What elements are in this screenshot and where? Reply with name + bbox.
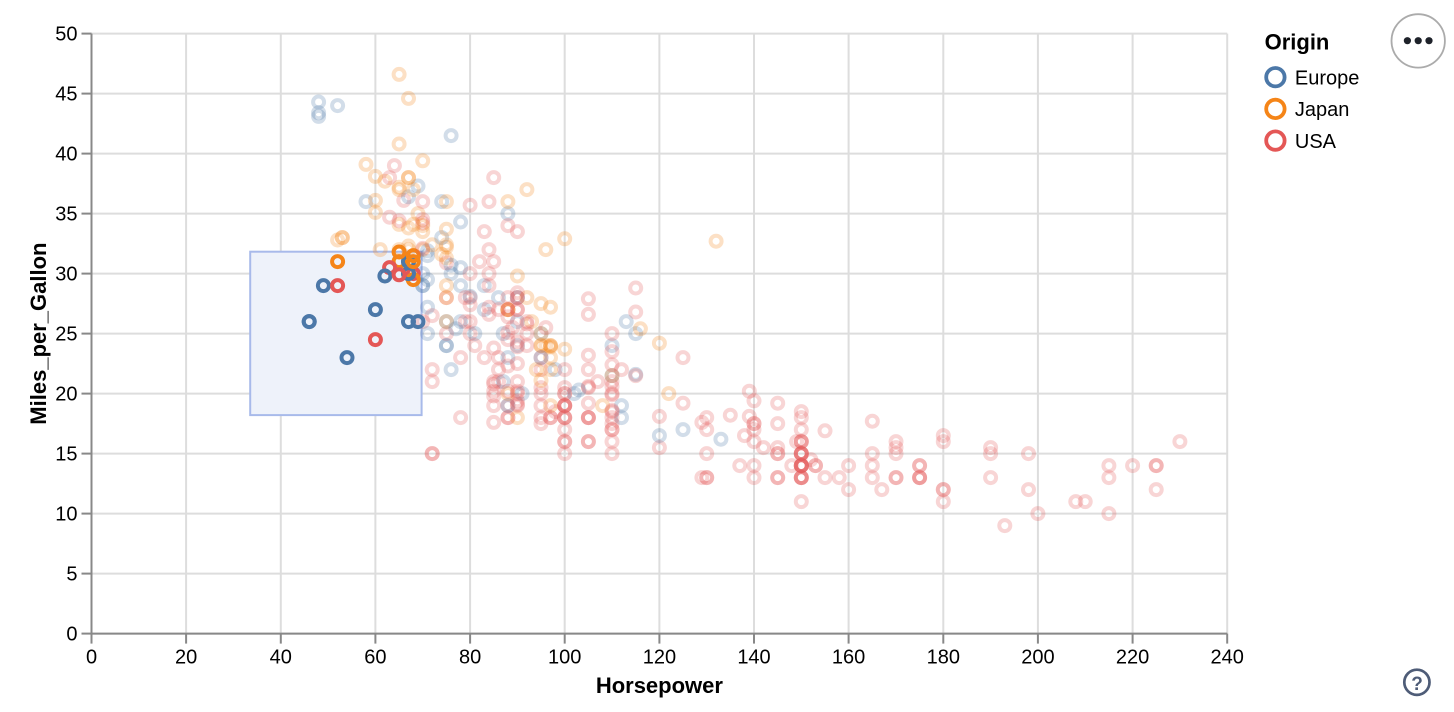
svg-text:80: 80 — [459, 647, 481, 669]
svg-text:45: 45 — [55, 84, 77, 106]
svg-text:USA: USA — [1295, 131, 1337, 153]
svg-text:100: 100 — [548, 647, 581, 669]
svg-text:Japan: Japan — [1295, 99, 1350, 121]
svg-text:35: 35 — [55, 204, 77, 226]
svg-text:Miles_per_Gallon: Miles_per_Gallon — [26, 243, 51, 425]
svg-text:160: 160 — [832, 647, 865, 669]
svg-text:140: 140 — [737, 647, 770, 669]
svg-text:220: 220 — [1116, 647, 1149, 669]
svg-text:10: 10 — [55, 504, 77, 526]
svg-text:200: 200 — [1021, 647, 1054, 669]
svg-text:120: 120 — [643, 647, 676, 669]
svg-text:15: 15 — [55, 444, 77, 466]
svg-text:?: ? — [1411, 674, 1423, 695]
svg-text:50: 50 — [55, 24, 77, 46]
svg-text:40: 40 — [270, 647, 292, 669]
svg-text:Horsepower: Horsepower — [596, 673, 724, 698]
svg-text:5: 5 — [66, 564, 77, 586]
svg-text:180: 180 — [927, 647, 960, 669]
svg-text:30: 30 — [55, 264, 77, 286]
svg-text:Origin: Origin — [1265, 29, 1330, 54]
svg-text:240: 240 — [1211, 647, 1244, 669]
svg-text:25: 25 — [55, 324, 77, 346]
svg-text:60: 60 — [364, 647, 386, 669]
svg-text:20: 20 — [55, 384, 77, 406]
svg-text:Europe: Europe — [1295, 67, 1360, 89]
svg-text:0: 0 — [66, 624, 77, 646]
svg-text:20: 20 — [175, 647, 197, 669]
svg-text:40: 40 — [55, 144, 77, 166]
svg-text:0: 0 — [86, 647, 97, 669]
